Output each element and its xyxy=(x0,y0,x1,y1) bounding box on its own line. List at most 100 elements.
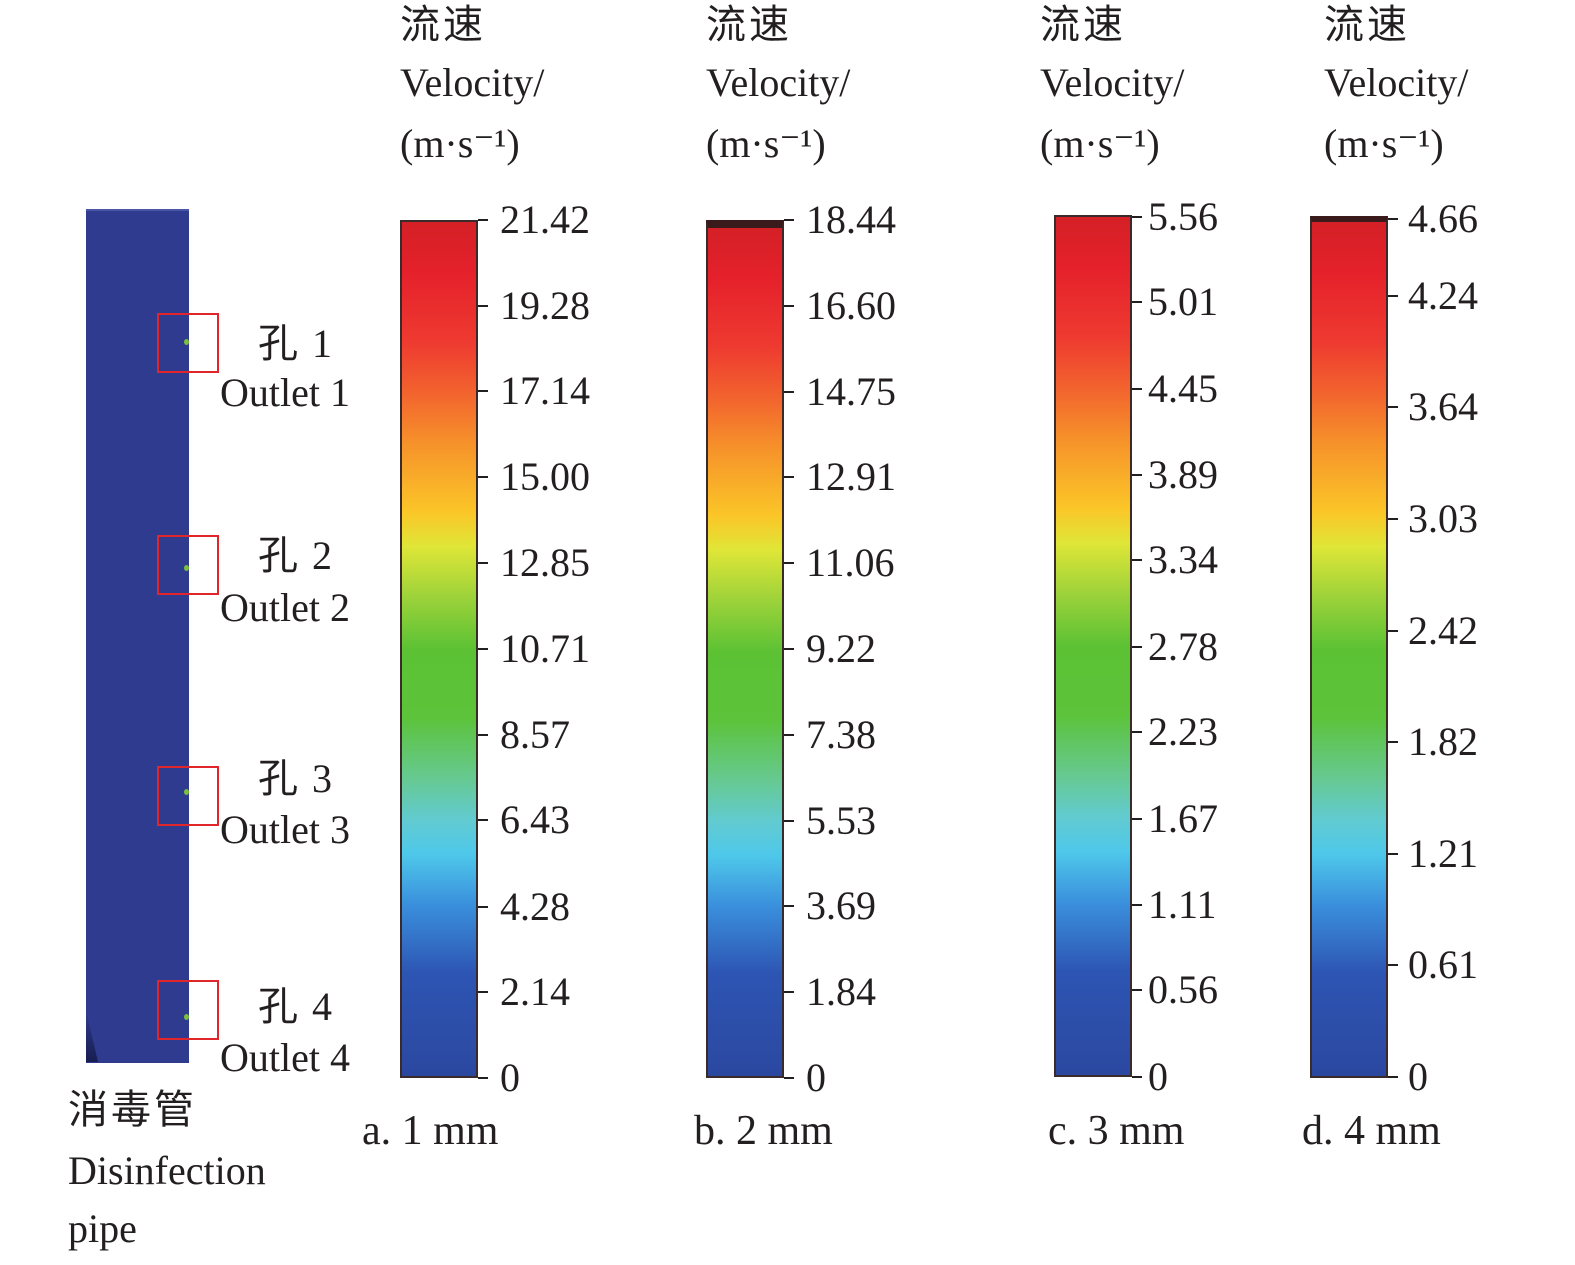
pipe-label-zh: 消毒管 xyxy=(68,1087,197,1132)
colorbar-d-tick-label: 0.61 xyxy=(1408,941,1478,987)
colorbar-b-tick-label: 0 xyxy=(806,1055,826,1100)
colorbar-d-gradient xyxy=(1310,216,1388,1078)
colorbar-b-caption: b. 2 mm xyxy=(694,1108,833,1154)
outlet-2-box xyxy=(157,535,219,595)
colorbar-d-tick xyxy=(1388,630,1398,633)
colorbar-b-tick-label: 16.60 xyxy=(806,282,896,328)
outlet-3-dot xyxy=(184,789,189,795)
colorbar-a-tick xyxy=(478,562,488,565)
colorbar-b-tick xyxy=(784,648,794,650)
colorbar-c-tick xyxy=(1132,216,1142,218)
pipe-label-en-line2: pipe xyxy=(68,1206,137,1251)
colorbar-b-tick-label: 9.22 xyxy=(806,626,876,671)
colorbar-a-tick xyxy=(478,304,488,307)
colorbar-c-tick-label: 5.56 xyxy=(1148,194,1218,239)
colorbar-c-tick-label: 1.67 xyxy=(1148,795,1218,841)
colorbar-a-tick xyxy=(478,819,488,822)
colorbar-a-title-en: Velocity/ xyxy=(400,60,545,105)
colorbar-c-tick xyxy=(1132,1076,1142,1078)
colorbar-b-unit: (m·s⁻¹) xyxy=(706,121,826,166)
colorbar-c-tick-label: 0.56 xyxy=(1148,967,1218,1013)
outlet-3-label-zh: 孔 3 xyxy=(258,756,334,801)
colorbar-a-tick xyxy=(478,991,488,994)
colorbar-a-tick xyxy=(478,390,488,393)
colorbar-c-tick xyxy=(1132,559,1142,562)
colorbar-b-tick xyxy=(784,390,794,393)
outlet-4-label-zh: 孔 4 xyxy=(258,984,334,1029)
colorbar-b-tick xyxy=(784,819,794,822)
colorbar-d-title-en: Velocity/ xyxy=(1324,60,1469,105)
colorbar-d-caption: d. 4 mm xyxy=(1302,1108,1441,1154)
colorbar-b-tick xyxy=(784,304,794,307)
colorbar-b-gradient xyxy=(706,220,784,1078)
colorbar-c-tick xyxy=(1132,989,1142,992)
colorbar-a-tick-label: 6.43 xyxy=(500,797,570,843)
colorbar-b-title-zh: 流速 xyxy=(706,2,792,47)
colorbar-b-tick-label: 12.91 xyxy=(806,454,896,500)
colorbar-c-title-en: Velocity/ xyxy=(1040,60,1185,105)
colorbar-d-tick xyxy=(1388,1076,1398,1078)
colorbar-d-tick-label: 1.21 xyxy=(1408,831,1478,877)
colorbar-a-gradient xyxy=(400,220,478,1078)
colorbar-a-tick xyxy=(478,219,488,221)
colorbar-b-tick-label: 11.06 xyxy=(806,540,895,586)
colorbar-d-tick-label: 4.24 xyxy=(1408,273,1478,319)
colorbar-d-tick-label: 3.03 xyxy=(1408,496,1478,542)
colorbar-c-tick-label: 3.34 xyxy=(1148,537,1218,583)
colorbar-b-tick-label: 7.38 xyxy=(806,711,876,757)
colorbar-c-tick xyxy=(1132,731,1142,734)
colorbar-c-tick xyxy=(1132,904,1142,907)
colorbar-c-tick xyxy=(1132,474,1142,477)
outlet-1-dot xyxy=(184,339,189,345)
colorbar-c-tick xyxy=(1132,301,1142,304)
colorbar-a-tick xyxy=(478,733,488,736)
colorbar-a-tick xyxy=(478,476,488,479)
colorbar-a-tick-label: 4.28 xyxy=(500,883,570,929)
outlet-4-label-en: Outlet 4 xyxy=(220,1035,350,1080)
colorbar-a-tick xyxy=(478,648,488,650)
colorbar-d-tick xyxy=(1388,740,1398,743)
colorbar-d-tick xyxy=(1388,963,1398,966)
colorbar-d-title-zh: 流速 xyxy=(1324,2,1410,47)
colorbar-d-tick xyxy=(1388,405,1398,408)
colorbar-c-title-zh: 流速 xyxy=(1040,2,1126,47)
outlet-1-box xyxy=(157,313,219,373)
outlet-4-box xyxy=(157,980,219,1040)
colorbar-b-tick-label: 3.69 xyxy=(806,883,876,929)
colorbar-a-tick-label: 2.14 xyxy=(500,969,570,1015)
outlet-2-label-en: Outlet 2 xyxy=(220,585,350,630)
pipe-label-en-line1: Disinfection xyxy=(68,1148,266,1193)
colorbar-b-tick xyxy=(784,562,794,565)
colorbar-b-tick-label: 5.53 xyxy=(806,797,876,843)
outlet-3-box xyxy=(157,766,219,826)
colorbar-b-tick xyxy=(784,476,794,479)
colorbar-d-tick xyxy=(1388,295,1398,298)
colorbar-a-tick-label: 15.00 xyxy=(500,454,590,500)
colorbar-a-title-zh: 流速 xyxy=(400,2,486,47)
colorbar-c-caption: c. 3 mm xyxy=(1048,1108,1185,1154)
colorbar-b-tick xyxy=(784,991,794,994)
colorbar-d-tick xyxy=(1388,853,1398,856)
colorbar-c-tick-label: 5.01 xyxy=(1148,279,1218,325)
colorbar-d-tick-label: 3.64 xyxy=(1408,383,1478,429)
disinfection-pipe xyxy=(86,209,189,1063)
colorbar-a-tick xyxy=(478,905,488,908)
colorbar-b-tick xyxy=(784,733,794,736)
colorbar-a-tick-label: 10.71 xyxy=(500,626,590,671)
colorbar-b-tick-label: 18.44 xyxy=(806,197,896,242)
outlet-1-label-zh: 孔 1 xyxy=(258,321,334,366)
colorbar-b-tick-label: 1.84 xyxy=(806,969,876,1015)
colorbar-a-tick xyxy=(478,1077,488,1079)
outlet-2-dot xyxy=(184,565,189,571)
outlet-1-label-en: Outlet 1 xyxy=(220,370,350,415)
colorbar-d-tick-label: 0 xyxy=(1408,1054,1428,1099)
outlet-2-label-zh: 孔 2 xyxy=(258,533,334,578)
colorbar-a-tick-label: 12.85 xyxy=(500,540,590,586)
colorbar-d-tick xyxy=(1388,218,1398,220)
colorbar-a-unit: (m·s⁻¹) xyxy=(400,121,520,166)
colorbar-c-tick xyxy=(1132,817,1142,820)
colorbar-c-tick xyxy=(1132,646,1142,648)
colorbar-c-tick-label: 2.23 xyxy=(1148,709,1218,755)
colorbar-c-tick-label: 4.45 xyxy=(1148,365,1218,411)
colorbar-d-tick xyxy=(1388,518,1398,521)
